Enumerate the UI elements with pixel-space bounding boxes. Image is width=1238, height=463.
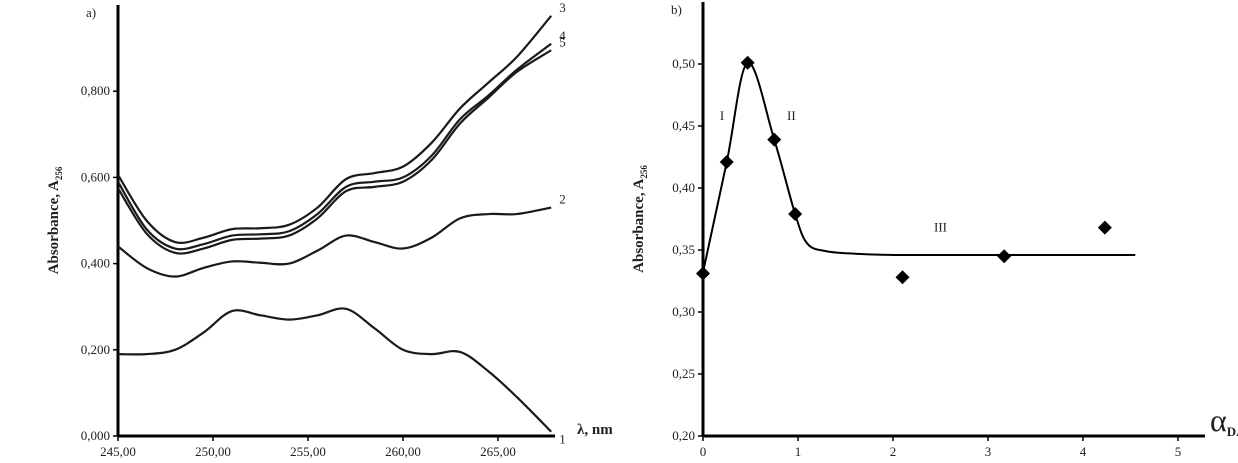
data-line	[117, 206, 552, 278]
y-axis-label-sub: 256	[639, 165, 649, 179]
data-line	[117, 307, 552, 433]
fit-line	[702, 61, 1136, 273]
series-label: 4	[559, 28, 566, 43]
panel-label: a)	[86, 5, 96, 20]
x-tick-label: 0	[700, 444, 707, 459]
data-point	[788, 207, 803, 222]
data-point	[696, 266, 710, 281]
annotation: II	[787, 108, 796, 123]
y-tick-label: 0,800	[81, 83, 110, 98]
data-point	[895, 270, 910, 285]
x-tick-label: 2	[890, 444, 897, 459]
x-tick-label: 250,00	[195, 444, 231, 459]
data-point	[719, 154, 734, 169]
series-label: 1	[559, 432, 566, 447]
y-axis-label-text: Absorbance, A	[46, 180, 62, 274]
data-point	[997, 249, 1012, 264]
y-axis-label-sub: 256	[54, 166, 64, 180]
x-tick-label: 1	[795, 444, 802, 459]
x-axis-label-text: α	[1210, 402, 1227, 438]
y-axis-label-text: Absorbance, A	[631, 179, 647, 273]
y-tick-label: 0,45	[672, 118, 695, 133]
x-tick-label: 5	[1175, 444, 1182, 459]
series-label: 5	[559, 34, 566, 49]
data-point	[1097, 220, 1112, 235]
x-tick-label: 265,00	[480, 444, 516, 459]
x-axis-label: λ, nm	[577, 422, 613, 438]
y-tick-label: 0,40	[672, 180, 695, 195]
panel-label: b)	[671, 2, 682, 17]
y-tick-label: 0,400	[81, 256, 110, 271]
y-tick-label: 0,30	[672, 304, 695, 319]
series-label: 2	[559, 192, 566, 207]
y-tick-label: 0,000	[81, 428, 110, 443]
y-tick-label: 0,20	[672, 428, 695, 443]
series-label: 3	[559, 0, 566, 15]
y-tick-label: 0,50	[672, 56, 695, 71]
y-axis-label: Absorbance, A256	[46, 166, 64, 274]
data-point	[767, 132, 782, 147]
data-line	[117, 42, 552, 251]
x-tick-label: 255,00	[290, 444, 326, 459]
data-line	[117, 15, 553, 244]
x-axis-label: αDA	[1210, 402, 1238, 439]
data-point	[740, 55, 755, 70]
y-tick-label: 0,200	[81, 342, 110, 357]
y-axis-label: Absorbance, A256	[631, 165, 649, 273]
y-tick-label: 0,600	[81, 169, 110, 184]
annotation: I	[720, 108, 724, 123]
annotation: III	[934, 219, 947, 234]
x-tick-label: 3	[985, 444, 992, 459]
x-tick-label: 4	[1080, 444, 1087, 459]
data-line	[117, 49, 552, 255]
y-tick-label: 0,35	[672, 242, 695, 257]
x-axis-label-sub: DA	[1227, 424, 1238, 439]
x-tick-label: 245,00	[100, 444, 136, 459]
x-tick-label: 260,00	[385, 444, 421, 459]
y-tick-label: 0,25	[672, 366, 695, 381]
